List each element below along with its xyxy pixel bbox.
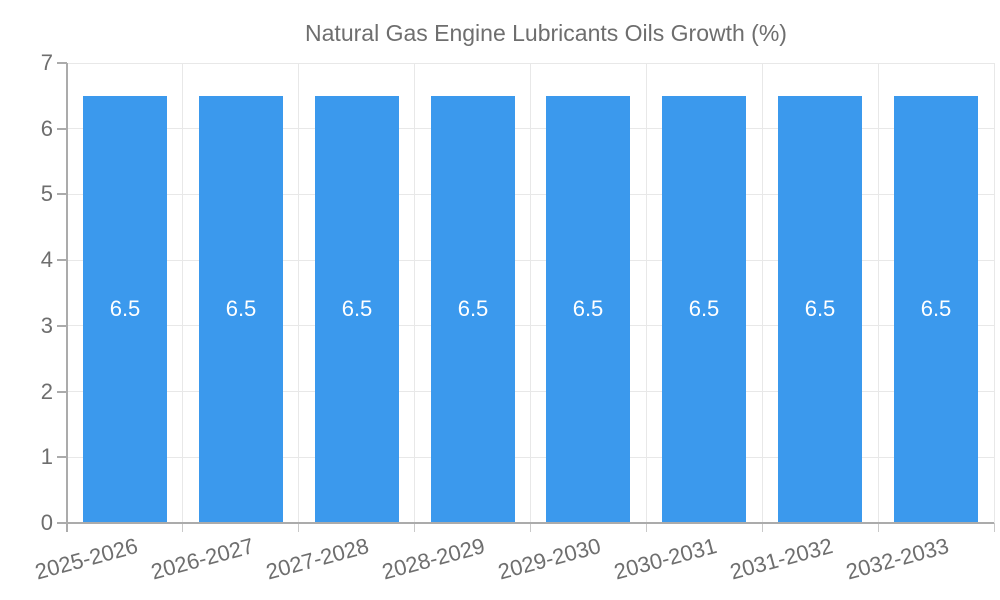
x-tick xyxy=(182,523,184,532)
y-axis-tick-label: 4 xyxy=(40,247,53,273)
bar-value-label: 6.5 xyxy=(457,296,489,321)
x-axis-tick-label: 2026-2027 xyxy=(147,533,257,585)
y-axis-tick-label: 7 xyxy=(40,50,53,75)
x-tick xyxy=(877,523,879,532)
bar-value-label: 6.5 xyxy=(109,296,141,321)
y-axis-tick-label: 2 xyxy=(40,378,53,404)
x-gridline xyxy=(298,63,300,523)
bar[interactable]: 6.5 xyxy=(315,96,399,522)
y-tick xyxy=(57,193,67,196)
x-tick xyxy=(645,523,647,532)
x-axis-tick-label: 2031-2032 xyxy=(727,533,836,585)
x-axis-tick-label: 2028-2029 xyxy=(379,533,488,585)
bar[interactable]: 6.5 xyxy=(83,96,167,522)
bar-value-label: 6.5 xyxy=(225,296,257,321)
x-axis-tick-label: 2029-2030 xyxy=(495,533,604,585)
y-tick xyxy=(57,259,67,262)
x-gridline xyxy=(993,63,995,523)
y-axis-tick-label: 0 xyxy=(40,510,53,535)
x-axis-tick-label: 2030-2031 xyxy=(611,533,720,585)
x-gridline xyxy=(877,63,879,523)
bar-value-label: 6.5 xyxy=(804,296,836,321)
y-tick xyxy=(57,62,67,64)
x-axis-tick-label: 2025-2026 xyxy=(32,533,141,585)
x-tick xyxy=(993,523,995,532)
y-tick xyxy=(57,390,67,393)
y-axis-line xyxy=(66,63,68,532)
bar-value-label: 6.5 xyxy=(341,296,373,321)
bar[interactable]: 6.5 xyxy=(894,96,978,522)
x-gridline xyxy=(530,63,531,523)
x-gridline xyxy=(182,63,184,523)
x-axis-line xyxy=(67,522,994,524)
x-tick xyxy=(761,523,763,532)
x-tick xyxy=(530,523,531,532)
y-axis-tick-label: 1 xyxy=(40,444,53,470)
x-gridline xyxy=(761,63,763,523)
x-axis-tick-label: 2032-2033 xyxy=(843,533,952,585)
bar[interactable]: 6.5 xyxy=(778,96,862,522)
x-gridline xyxy=(414,63,416,523)
y-axis-tick-label: 5 xyxy=(40,181,53,207)
bar[interactable]: 6.5 xyxy=(431,96,515,522)
y-tick xyxy=(57,127,67,130)
legend[interactable]: Natural Gas Engine Lubricants Oils Growt… xyxy=(0,14,1000,52)
y-tick xyxy=(57,522,67,524)
bar-value-label: 6.5 xyxy=(920,296,952,321)
bar[interactable]: 6.5 xyxy=(546,96,630,522)
bar[interactable]: 6.5 xyxy=(662,96,746,522)
x-tick xyxy=(298,523,300,532)
legend-label: Natural Gas Engine Lubricants Oils Growt… xyxy=(305,19,787,46)
bar-value-label: 6.5 xyxy=(688,296,720,321)
y-axis-tick-label: 6 xyxy=(40,115,53,141)
x-tick xyxy=(414,523,416,532)
y-axis-tick-label: 3 xyxy=(40,312,53,338)
x-axis-tick-label: 2027-2028 xyxy=(263,533,372,585)
bar-value-label: 6.5 xyxy=(572,296,604,321)
y-tick xyxy=(57,324,67,327)
x-gridline xyxy=(645,63,647,523)
y-tick xyxy=(57,456,67,459)
bar[interactable]: 6.5 xyxy=(199,96,283,522)
